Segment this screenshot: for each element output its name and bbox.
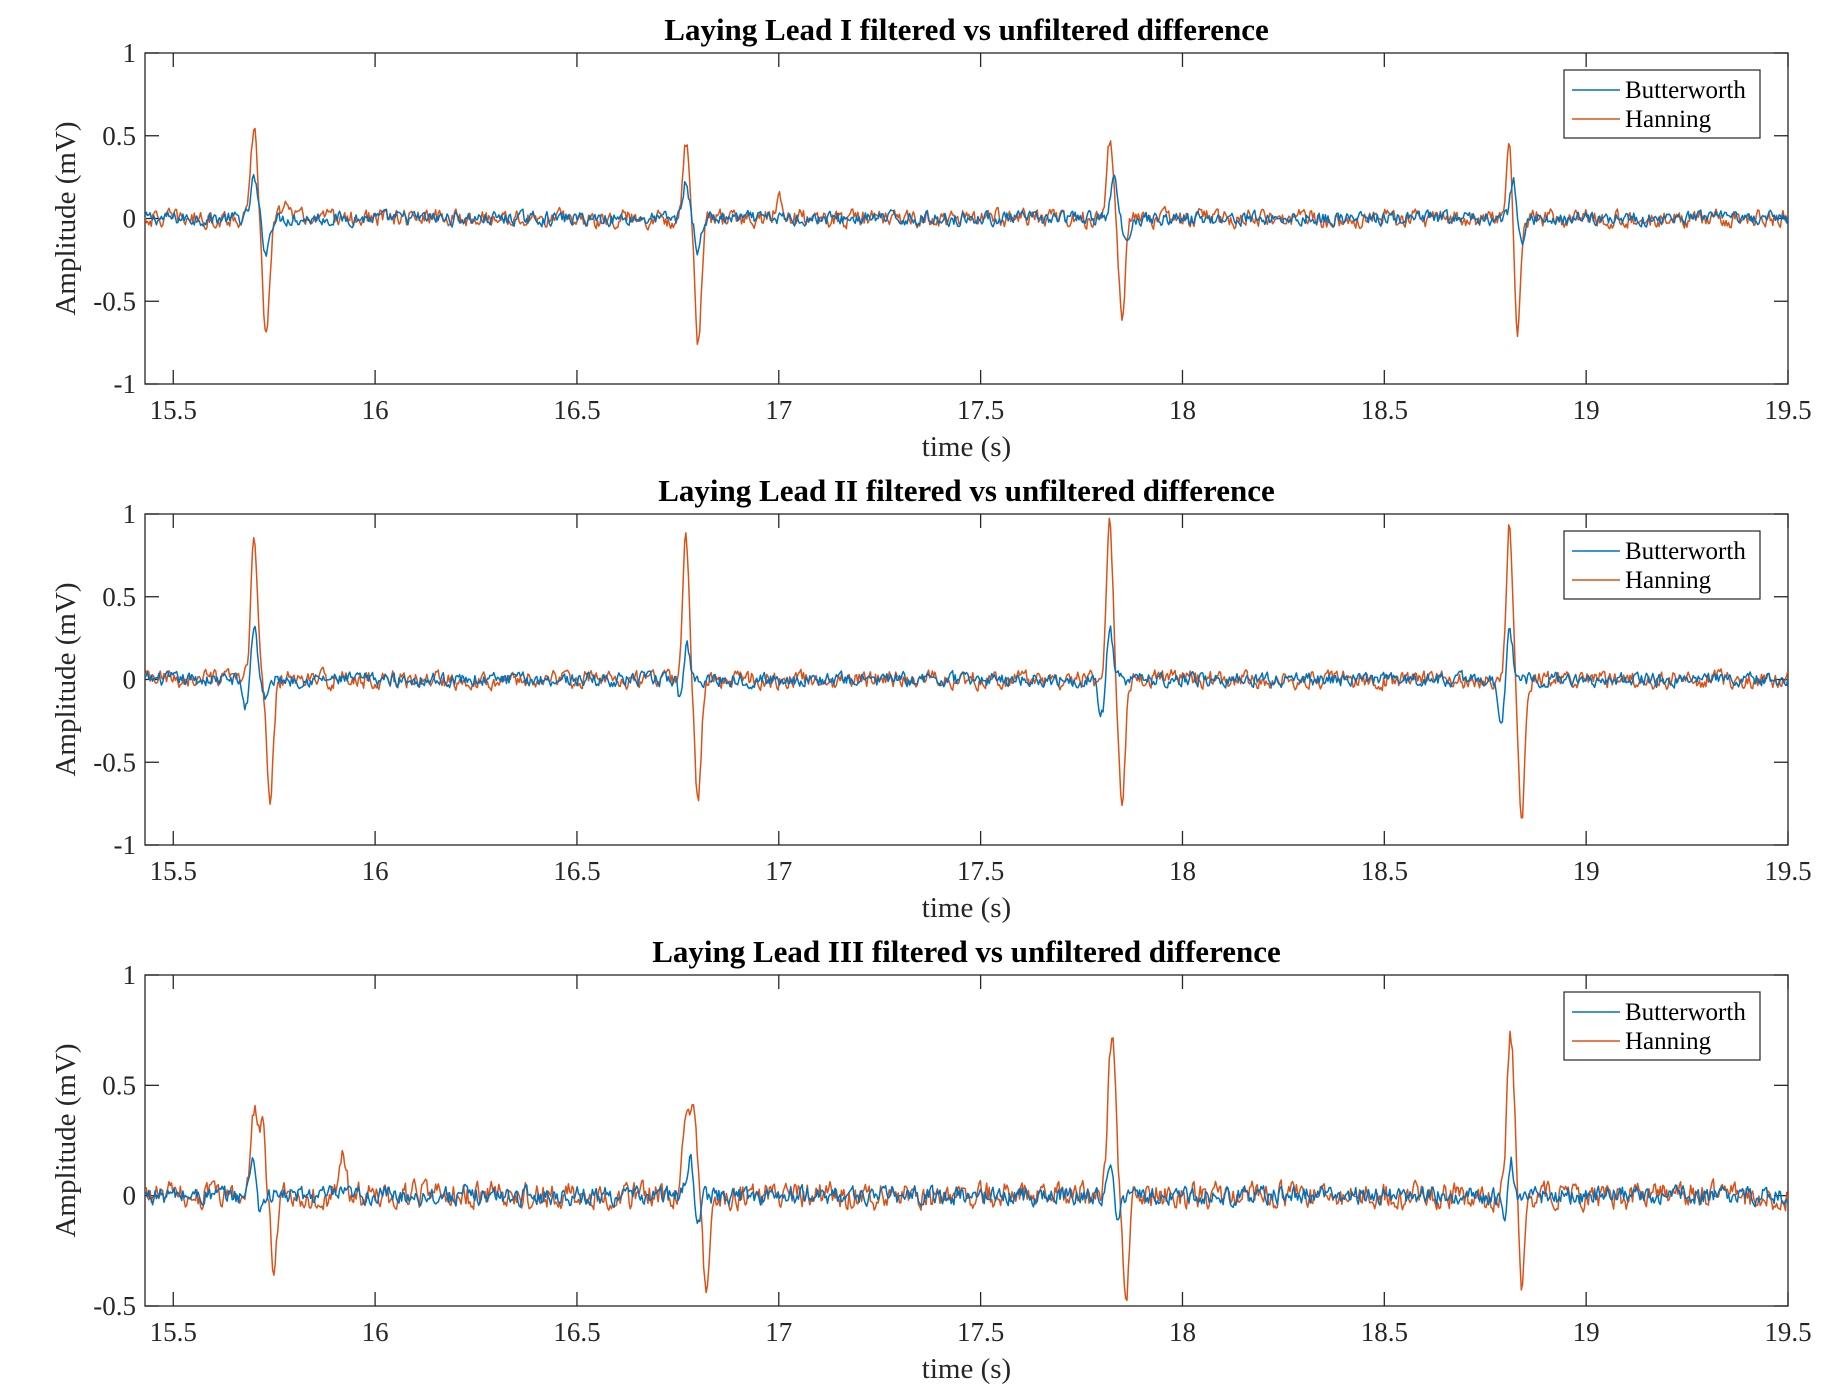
y-tick-label: -0.5 <box>93 1291 136 1321</box>
x-tick-label: 19 <box>1573 856 1600 886</box>
chart-panel-3: Laying Lead III filtered vs unfiltered d… <box>50 934 1812 1385</box>
legend-label-hanning: Hanning <box>1625 1028 1712 1055</box>
y-tick-label: 1 <box>123 960 137 990</box>
x-tick-label: 15.5 <box>150 395 197 425</box>
x-tick-label: 18 <box>1169 395 1196 425</box>
y-axis-label: Amplitude (mV) <box>50 121 82 315</box>
y-tick-label: 0 <box>123 1181 137 1211</box>
plot-area <box>144 974 1789 1307</box>
x-tick-label: 16.5 <box>553 1317 600 1347</box>
x-tick-label: 16 <box>362 856 389 886</box>
x-tick-label: 18 <box>1169 856 1196 886</box>
x-tick-label: 18.5 <box>1361 395 1408 425</box>
chart-title: Laying Lead I filtered vs unfiltered dif… <box>664 12 1268 47</box>
x-tick-label: 16 <box>362 395 389 425</box>
x-tick-label: 19 <box>1573 395 1600 425</box>
x-axis-label: time (s) <box>922 431 1011 463</box>
x-tick-label: 19.5 <box>1764 856 1811 886</box>
x-tick-label: 18.5 <box>1361 856 1408 886</box>
y-tick-label: 0.5 <box>102 1070 136 1100</box>
x-tick-label: 19 <box>1573 1317 1600 1347</box>
y-tick-label: -1 <box>114 830 137 860</box>
series-line-butterworth <box>145 625 1788 724</box>
y-tick-label: -0.5 <box>93 286 136 316</box>
x-tick-label: 17 <box>765 1317 792 1347</box>
y-tick-label: 0.5 <box>102 582 136 612</box>
y-tick-label: -1 <box>114 369 137 399</box>
x-tick-label: 18 <box>1169 1317 1196 1347</box>
y-axis-label: Amplitude (mV) <box>50 582 82 776</box>
x-tick-label: 16 <box>362 1317 389 1347</box>
x-tick-label: 17.5 <box>957 395 1004 425</box>
y-tick-label: -0.5 <box>93 747 136 777</box>
legend-label-butterworth: Butterworth <box>1625 999 1746 1026</box>
x-tick-label: 15.5 <box>150 856 197 886</box>
x-tick-label: 16.5 <box>553 856 600 886</box>
legend-label-hanning: Hanning <box>1625 567 1712 594</box>
y-tick-label: 0 <box>123 665 137 695</box>
x-axis-label: time (s) <box>922 892 1011 924</box>
x-tick-label: 19.5 <box>1764 1317 1811 1347</box>
x-tick-label: 17.5 <box>957 856 1004 886</box>
legend-label-hanning: Hanning <box>1625 106 1712 133</box>
legend-box <box>1563 530 1761 600</box>
y-tick-label: 1 <box>123 38 137 68</box>
chart-panel-2: Laying Lead II filtered vs unfiltered di… <box>50 473 1812 924</box>
x-tick-label: 17 <box>765 395 792 425</box>
plot-area <box>144 513 1789 846</box>
chart-title: Laying Lead III filtered vs unfiltered d… <box>652 934 1281 969</box>
x-tick-label: 17.5 <box>957 1317 1004 1347</box>
y-axis-label: Amplitude (mV) <box>50 1043 82 1237</box>
x-tick-label: 15.5 <box>150 1317 197 1347</box>
chart-title: Laying Lead II filtered vs unfiltered di… <box>658 473 1275 508</box>
x-tick-label: 18.5 <box>1361 1317 1408 1347</box>
x-tick-label: 17 <box>765 856 792 886</box>
x-tick-label: 16.5 <box>553 395 600 425</box>
legend-label-butterworth: Butterworth <box>1625 77 1746 104</box>
x-axis-label: time (s) <box>922 1353 1011 1385</box>
legend-box <box>1563 69 1761 139</box>
chart-panel-1: Laying Lead I filtered vs unfiltered dif… <box>50 12 1812 463</box>
y-tick-label: 1 <box>123 499 137 529</box>
legend-box <box>1563 991 1761 1061</box>
legend-label-butterworth: Butterworth <box>1625 538 1746 565</box>
series-line-butterworth <box>145 173 1788 257</box>
series-line-butterworth <box>145 1153 1788 1225</box>
y-tick-label: 0 <box>123 204 137 234</box>
x-tick-label: 19.5 <box>1764 395 1811 425</box>
y-tick-label: 0.5 <box>102 121 136 151</box>
